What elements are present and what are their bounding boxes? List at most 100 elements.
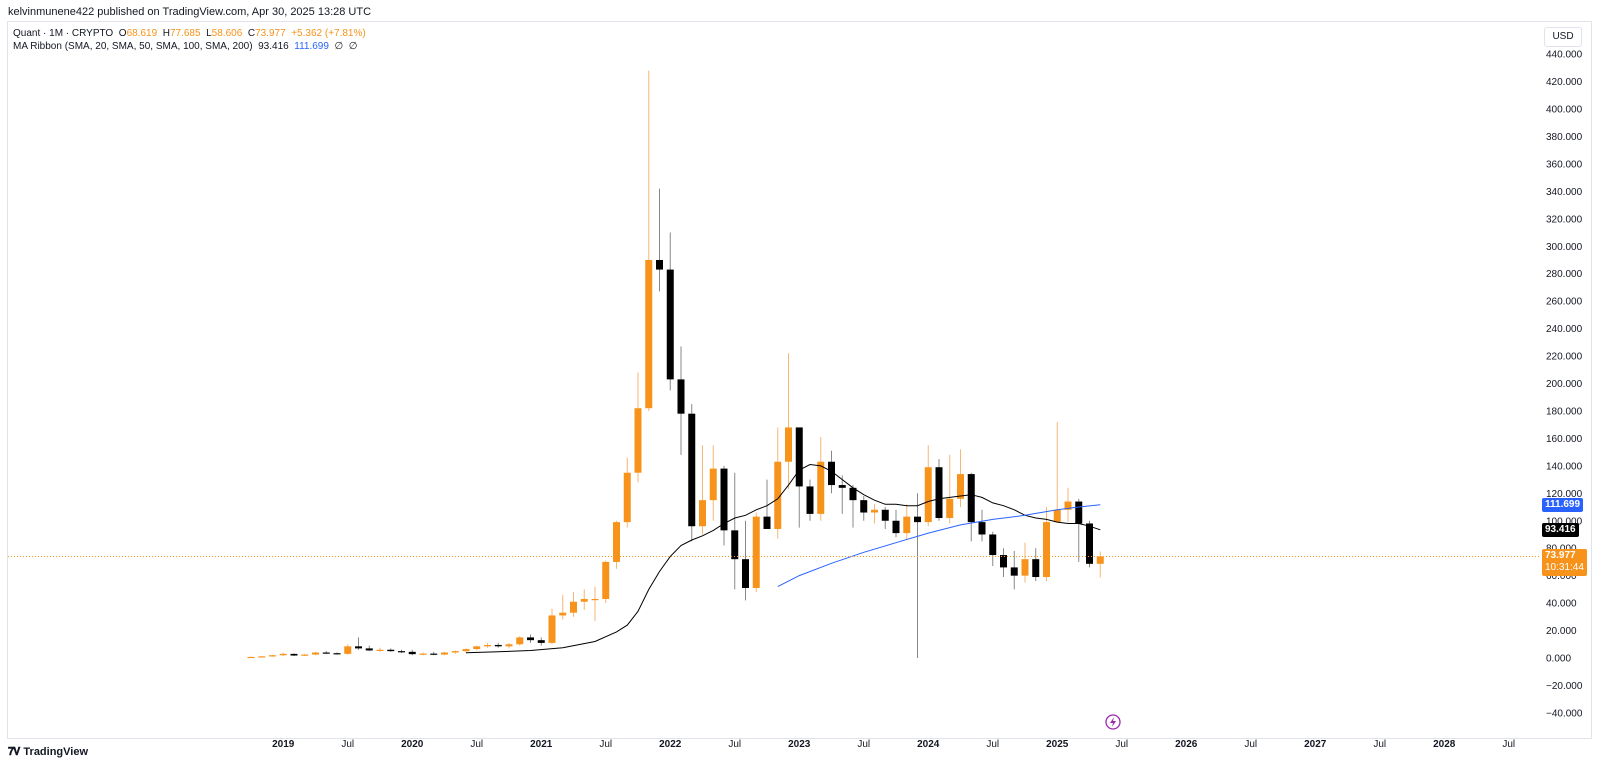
candle[interactable] xyxy=(516,636,524,646)
candle[interactable] xyxy=(322,651,330,654)
candle[interactable] xyxy=(742,520,749,601)
candle[interactable] xyxy=(871,504,878,524)
candle[interactable] xyxy=(505,642,513,649)
candle[interactable] xyxy=(720,465,728,546)
candle[interactable] xyxy=(247,656,255,659)
candle[interactable] xyxy=(914,493,921,658)
candle-body xyxy=(623,472,631,523)
candle[interactable] xyxy=(312,651,319,656)
candle[interactable] xyxy=(924,445,932,527)
candle-body xyxy=(849,487,857,501)
candle[interactable] xyxy=(785,353,792,490)
candle[interactable] xyxy=(978,509,986,542)
candle[interactable] xyxy=(817,437,825,521)
candle[interactable] xyxy=(967,472,975,542)
candle[interactable] xyxy=(527,634,534,643)
candle-body xyxy=(1032,559,1040,578)
candle[interactable] xyxy=(774,427,782,539)
candle[interactable] xyxy=(355,637,362,650)
candle[interactable] xyxy=(537,637,545,646)
candle[interactable] xyxy=(1064,487,1072,523)
candle[interactable] xyxy=(333,652,341,655)
candle[interactable] xyxy=(301,653,309,656)
candle-body xyxy=(828,461,835,486)
candle[interactable] xyxy=(677,346,685,455)
candle-body xyxy=(537,640,545,643)
candle[interactable] xyxy=(548,608,556,645)
candle[interactable] xyxy=(828,450,835,494)
candle[interactable] xyxy=(451,650,459,654)
candle[interactable] xyxy=(957,449,964,508)
candle[interactable] xyxy=(935,458,943,521)
candle[interactable] xyxy=(946,454,954,524)
candle[interactable] xyxy=(623,457,631,528)
candle[interactable] xyxy=(1010,550,1018,590)
candle[interactable] xyxy=(473,645,481,651)
candle[interactable] xyxy=(709,445,717,521)
moving-averages xyxy=(465,463,1101,654)
candle[interactable] xyxy=(892,509,900,538)
candle[interactable] xyxy=(699,445,706,535)
symbol-label[interactable]: Quant · 1M · CRYPTO xyxy=(13,28,114,39)
candle[interactable] xyxy=(849,485,857,528)
currency-button[interactable]: USD xyxy=(1544,27,1582,47)
candle[interactable] xyxy=(656,188,663,292)
candle[interactable] xyxy=(484,642,491,648)
candle[interactable] xyxy=(279,652,287,656)
x-tick-label: 2023 xyxy=(788,739,811,750)
candle[interactable] xyxy=(591,586,599,621)
candle[interactable] xyxy=(462,648,470,653)
candle[interactable] xyxy=(430,651,438,656)
candle[interactable] xyxy=(795,427,803,528)
candle[interactable] xyxy=(602,560,610,604)
candle[interactable] xyxy=(838,475,846,514)
tradingview-logo[interactable]: 𝟕𝐕 TradingView xyxy=(8,746,88,759)
candle[interactable] xyxy=(645,70,653,411)
candle[interactable] xyxy=(763,479,771,529)
candle[interactable] xyxy=(634,372,642,483)
candle[interactable] xyxy=(408,649,416,656)
y-tick-label: 0.000 xyxy=(1546,654,1571,665)
candle[interactable] xyxy=(989,531,997,567)
candle[interactable] xyxy=(1043,507,1050,582)
candle[interactable] xyxy=(494,642,502,648)
candle[interactable] xyxy=(688,404,696,542)
candle[interactable] xyxy=(1053,421,1061,523)
candle[interactable] xyxy=(398,649,405,654)
candle[interactable] xyxy=(1075,498,1083,562)
candle[interactable] xyxy=(269,654,276,657)
candle[interactable] xyxy=(580,589,588,610)
candle[interactable] xyxy=(903,504,911,540)
candle[interactable] xyxy=(613,520,620,569)
candle[interactable] xyxy=(441,651,448,656)
candle[interactable] xyxy=(806,479,814,521)
candle[interactable] xyxy=(387,648,395,652)
candle[interactable] xyxy=(419,652,427,656)
ohlc-legend-row[interactable]: Quant · 1M · CRYPTO O68.619 H77.685 L58.… xyxy=(13,27,366,40)
candle[interactable] xyxy=(344,644,352,655)
candle[interactable] xyxy=(1021,542,1029,583)
y-tick-label: 440.000 xyxy=(1546,50,1583,61)
ma-ribbon-label[interactable]: MA Ribbon (SMA, 20, SMA, 50, SMA, 100, S… xyxy=(13,41,253,52)
candle[interactable] xyxy=(1000,548,1007,578)
candle[interactable] xyxy=(559,594,567,620)
candle[interactable] xyxy=(258,655,266,658)
candle[interactable] xyxy=(290,653,298,656)
candle[interactable] xyxy=(1086,520,1093,568)
candle[interactable] xyxy=(570,592,577,617)
candle[interactable] xyxy=(376,647,384,652)
candle[interactable] xyxy=(860,496,868,521)
y-tick-label: −20.000 xyxy=(1546,681,1583,692)
candle-body xyxy=(935,467,943,519)
candle[interactable] xyxy=(1096,551,1104,578)
candle[interactable] xyxy=(752,512,760,593)
candle[interactable] xyxy=(666,232,674,391)
candle[interactable] xyxy=(731,472,739,590)
candle[interactable] xyxy=(365,645,373,652)
x-tick-label: Jul xyxy=(728,739,741,750)
ma-ribbon-legend-row[interactable]: MA Ribbon (SMA, 20, SMA, 50, SMA, 100, S… xyxy=(13,40,366,53)
candle[interactable] xyxy=(1032,548,1040,582)
candle-body xyxy=(1064,501,1072,510)
candle[interactable] xyxy=(881,507,889,529)
